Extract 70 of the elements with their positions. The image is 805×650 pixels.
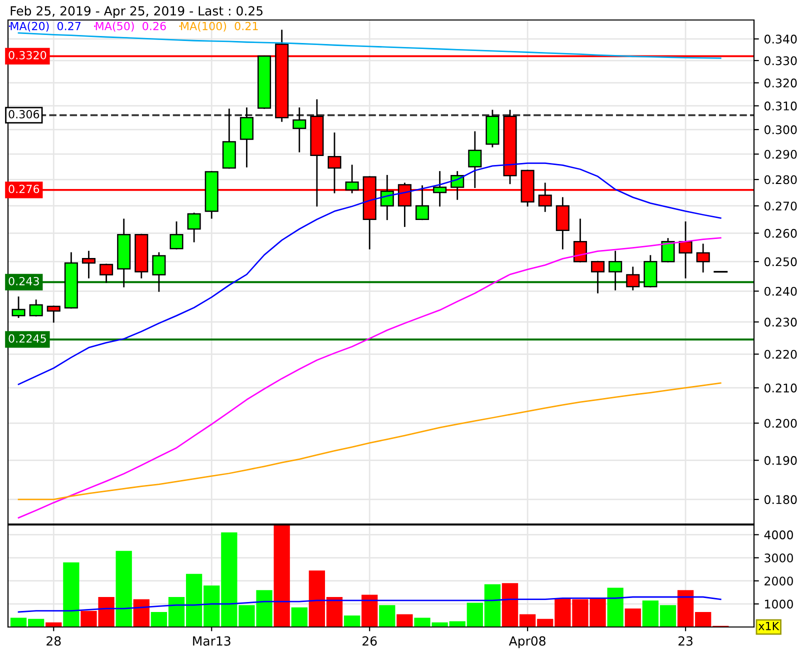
candlestick [415, 185, 430, 220]
candlestick [100, 264, 114, 283]
bar [396, 614, 413, 627]
y-tick-label: 0.340 [764, 34, 797, 44]
x-tick-label: 23 [678, 636, 692, 646]
x-tick-label: 28 [46, 636, 61, 646]
bar [116, 550, 132, 627]
y-tick-label: 0.240 [764, 286, 797, 296]
candlestick [187, 212, 201, 242]
candlestick [12, 296, 26, 318]
y-tick-label: 0.230 [764, 318, 797, 327]
candlestick [678, 221, 692, 278]
line-series [18, 382, 722, 500]
candlestick [46, 306, 60, 323]
legend-label: MA(20) 0.27 [10, 22, 81, 32]
candlestick [608, 250, 622, 290]
y-tick-label: 0.310 [764, 102, 797, 110]
y-tick-label: 0.270 [764, 202, 797, 210]
candlestick [29, 300, 43, 316]
bar [133, 599, 150, 627]
candlestick [345, 164, 359, 194]
y-tick-label: 0.300 [764, 125, 797, 134]
ref-line-label: 0.3320 [8, 50, 46, 60]
y-tick-label: 0.280 [764, 175, 797, 184]
bar [624, 608, 641, 627]
bar [344, 615, 360, 627]
bar [362, 594, 378, 627]
y-tick-label: 1000 [765, 600, 793, 609]
y-tick-label: 0.290 [764, 150, 797, 159]
y-tick-label: 4000 [764, 530, 793, 540]
line-series [18, 596, 722, 613]
y-tick-label: 0.210 [764, 384, 797, 392]
candlestick [696, 244, 710, 272]
x-tick-label: Apr08 [508, 636, 546, 648]
bar [291, 607, 308, 627]
y-tick-label: 0.250 [764, 257, 797, 266]
candlestick [152, 252, 166, 292]
candlestick [380, 174, 394, 220]
candlestick [573, 218, 587, 262]
candlestick [626, 266, 640, 290]
y-tick-label: 0.320 [764, 78, 797, 88]
y-tick-label: 0.260 [764, 228, 797, 238]
ref-line-label: 0.2245 [8, 334, 46, 343]
candlestick [292, 107, 306, 152]
legend-label: MA(50) 0.26 [96, 22, 166, 32]
y-tick-label: 0.180 [764, 495, 797, 504]
candlestick [433, 171, 447, 207]
candlestick [82, 250, 96, 278]
candlestick [240, 107, 254, 168]
y-tick-label: 0.200 [764, 418, 797, 428]
bar [274, 525, 290, 627]
x-tick-label: 26 [362, 636, 377, 646]
legend-label: MA(100) 0.21 [181, 22, 258, 32]
bar [607, 588, 624, 627]
ref-line-label: 0.306 [8, 110, 40, 118]
ref-line-label: 0.276 [8, 184, 40, 194]
y-tick-label: 0.190 [764, 456, 797, 465]
y-tick-label: 0.330 [764, 56, 797, 66]
chart-title: Feb 25, 2019 - Apr 25, 2019 - Last : 0.25 [10, 6, 262, 18]
candlestick [170, 221, 184, 250]
y-tick-label: 3000 [764, 553, 793, 562]
candlestick [591, 260, 605, 294]
candlestick [468, 131, 482, 188]
x-tick-label: Mar13 [193, 636, 230, 646]
y-tick-label: 2000 [764, 576, 793, 586]
y-tick-label: 0.220 [764, 350, 797, 359]
bar [63, 562, 80, 627]
text: x1K [758, 622, 780, 630]
bar [379, 605, 396, 627]
ref-line-label: 0.243 [8, 276, 39, 286]
